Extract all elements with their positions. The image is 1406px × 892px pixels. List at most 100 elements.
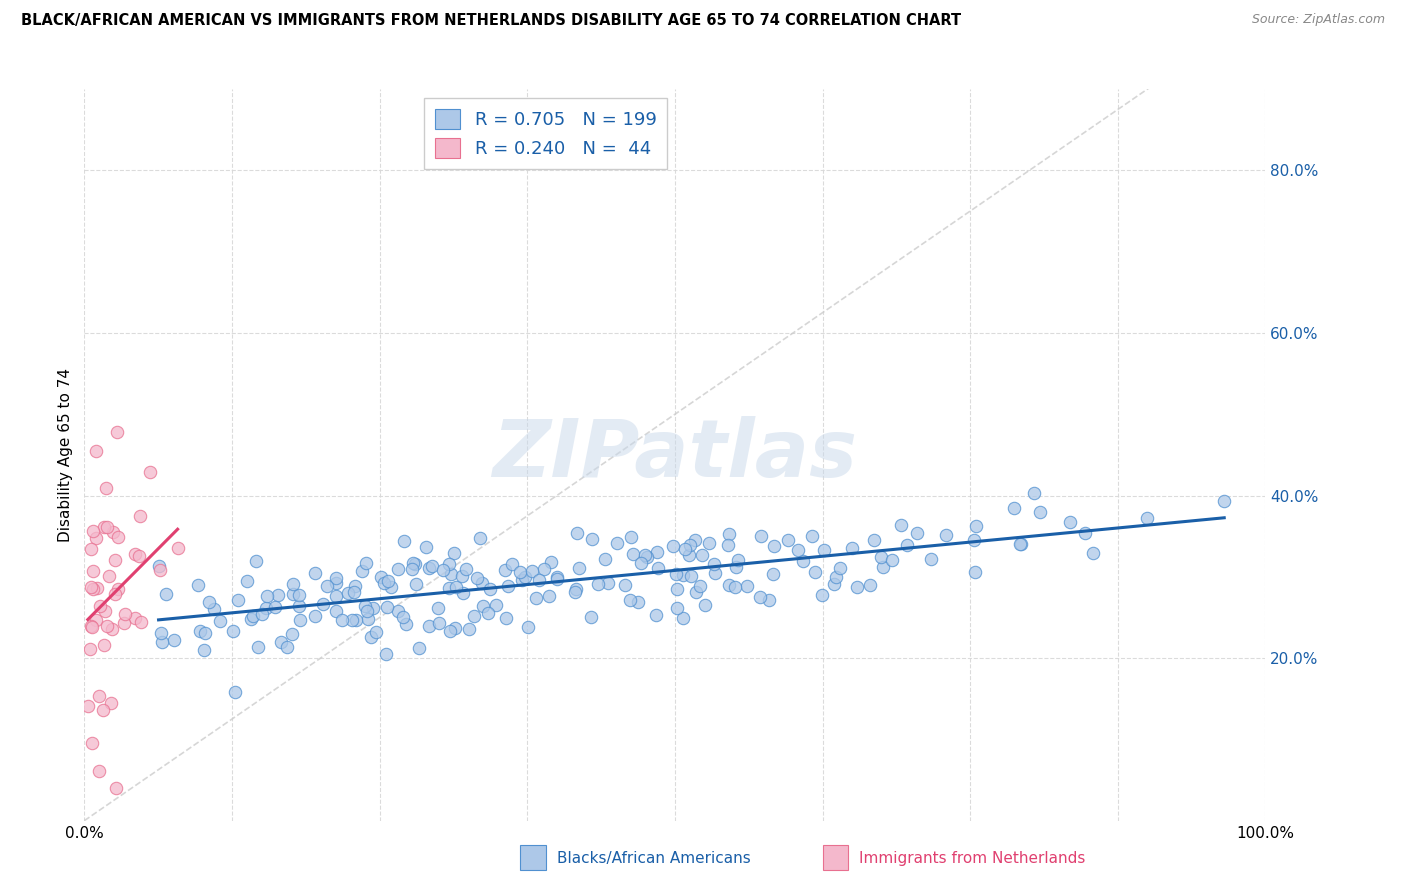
Point [387, 604, 409, 618]
Point [644, 608, 666, 623]
Point [325, 575, 347, 590]
Point [84, 531, 107, 545]
Point [477, 606, 499, 620]
Point [366, 625, 388, 640]
Point [79, 642, 101, 657]
Point [370, 570, 392, 584]
Point [749, 529, 772, 543]
Point [283, 586, 305, 600]
Point [408, 641, 430, 656]
Point [1081, 546, 1104, 560]
Point [529, 573, 551, 587]
Point [112, 615, 135, 630]
Point [510, 574, 533, 588]
Point [621, 547, 644, 561]
Point [236, 574, 259, 589]
Point [673, 541, 696, 556]
Point [437, 558, 460, 572]
Point [1029, 505, 1052, 519]
Point [377, 574, 399, 588]
Point [104, 553, 127, 567]
Point [246, 640, 269, 654]
Point [340, 613, 363, 627]
Point [665, 600, 688, 615]
Point [325, 604, 347, 618]
Point [1002, 501, 1025, 516]
Point [222, 624, 245, 638]
Point [564, 585, 586, 599]
Point [468, 531, 491, 545]
Point [80, 619, 103, 633]
Point [288, 587, 311, 601]
Point [724, 559, 747, 574]
Point [84, 444, 107, 458]
Point [360, 630, 382, 644]
Point [93, 604, 115, 618]
Point [98, 569, 121, 583]
Point [697, 536, 720, 550]
Point [392, 533, 415, 548]
Point [666, 582, 689, 596]
Point [242, 608, 264, 623]
Point [579, 610, 602, 624]
Point [524, 591, 547, 606]
Point [627, 595, 650, 609]
Point [391, 610, 413, 624]
Point [454, 562, 477, 576]
Point [361, 601, 384, 615]
Point [188, 624, 211, 638]
Point [828, 561, 851, 575]
Point [288, 613, 311, 627]
Point [443, 546, 465, 560]
Point [266, 589, 288, 603]
Point [100, 697, 122, 711]
Point [80, 541, 103, 556]
Point [344, 613, 367, 627]
Point [792, 554, 814, 568]
Point [427, 615, 450, 630]
Point [935, 528, 957, 542]
Point [581, 533, 603, 547]
Point [453, 586, 475, 600]
Point [880, 552, 903, 566]
Point [187, 578, 209, 592]
Point [250, 607, 273, 621]
Point [325, 589, 347, 603]
Point [325, 570, 347, 584]
Point [693, 598, 716, 612]
Point [846, 580, 869, 594]
Point [80, 736, 103, 750]
Y-axis label: Disability Age 65 to 74: Disability Age 65 to 74 [58, 368, 73, 542]
Point [763, 539, 786, 553]
Point [619, 593, 641, 607]
Point [395, 616, 418, 631]
Point [422, 559, 444, 574]
Point [439, 566, 461, 581]
Point [281, 577, 304, 591]
Point [685, 584, 707, 599]
Point [357, 612, 380, 626]
Point [776, 533, 799, 548]
Point [114, 607, 136, 621]
Point [418, 561, 440, 575]
Point [890, 518, 912, 533]
Point [869, 549, 891, 564]
Point [281, 627, 304, 641]
Point [703, 558, 725, 572]
Point [105, 425, 128, 439]
Point [630, 556, 652, 570]
Point [811, 588, 834, 602]
Point [586, 577, 609, 591]
Point [803, 565, 825, 579]
Point [149, 626, 172, 640]
Point [166, 541, 188, 556]
Point [427, 601, 450, 615]
Point [377, 600, 399, 615]
Point [404, 557, 426, 571]
Point [194, 626, 217, 640]
Point [683, 533, 706, 548]
Point [84, 613, 107, 627]
Point [76, 699, 98, 714]
Point [162, 633, 184, 648]
Point [129, 508, 152, 523]
